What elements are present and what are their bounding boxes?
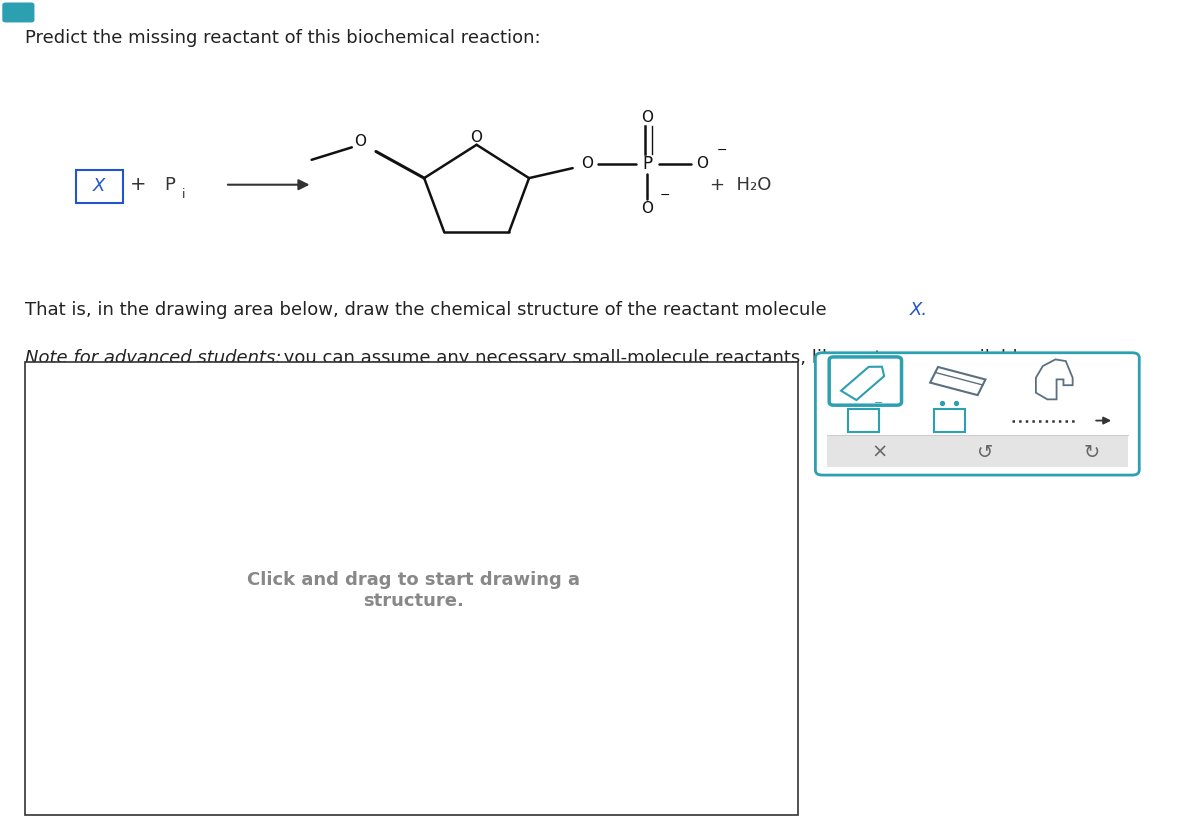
Text: Click and drag to start drawing a
structure.: Click and drag to start drawing a struct… (247, 572, 580, 610)
Bar (25, 362, 798, 815)
Text: O: O (641, 110, 653, 125)
Bar (827, 435, 1128, 467)
Text: O: O (641, 201, 653, 216)
Text: X: X (94, 177, 106, 196)
Text: you can assume any necessary small-molecule reactants, like water, are available: you can assume any necessary small-molec… (278, 349, 1034, 368)
FancyBboxPatch shape (2, 2, 35, 22)
Text: X.: X. (910, 301, 928, 319)
Text: O: O (470, 130, 482, 145)
Text: That is, in the drawing area below, draw the chemical structure of the reactant : That is, in the drawing area below, draw… (25, 301, 833, 319)
Text: −: − (659, 189, 670, 202)
Text: P: P (642, 155, 653, 173)
FancyBboxPatch shape (829, 357, 901, 405)
Text: O: O (354, 134, 366, 149)
Text: ↺: ↺ (977, 443, 994, 462)
Text: −: − (716, 144, 727, 157)
Text: ↻: ↻ (1084, 443, 1100, 462)
Text: +: + (130, 176, 146, 194)
Text: Note for advanced students:: Note for advanced students: (25, 349, 282, 368)
Bar (934, 409, 965, 432)
Text: −: − (874, 398, 883, 408)
Text: P: P (164, 176, 175, 194)
Bar (847, 409, 878, 432)
FancyBboxPatch shape (815, 353, 1139, 475)
Text: Predict the missing reactant of this biochemical reaction:: Predict the missing reactant of this bio… (25, 29, 541, 47)
Text: O: O (696, 156, 708, 171)
Text: i: i (181, 188, 185, 201)
Text: +  H₂O: + H₂O (709, 176, 772, 194)
Text: O: O (582, 156, 594, 171)
Text: ×: × (871, 443, 888, 462)
